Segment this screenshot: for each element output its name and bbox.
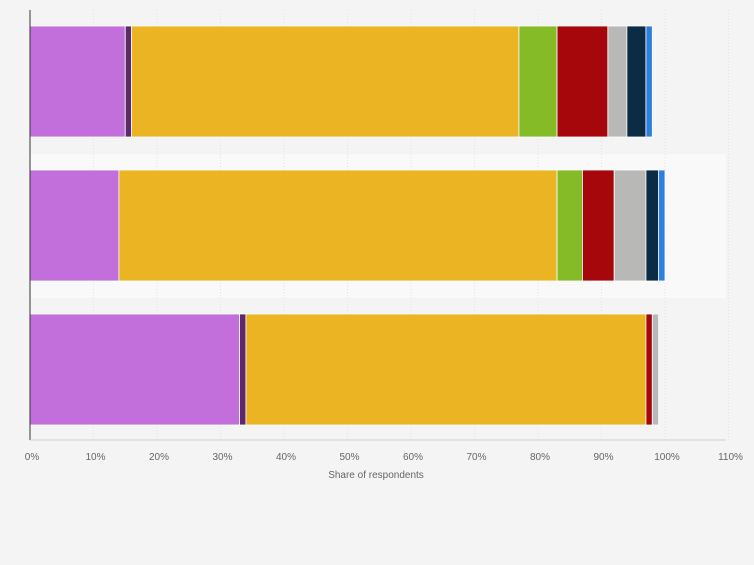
x-tick-label: 10% <box>85 452 105 463</box>
bar-segment[interactable] <box>118 169 558 282</box>
x-tick-label: 90% <box>593 452 613 463</box>
bar-segment[interactable] <box>613 169 647 282</box>
bar-segment[interactable] <box>556 169 583 282</box>
x-tick-label: 20% <box>149 452 169 463</box>
bar-segment[interactable] <box>645 313 653 426</box>
bar-segment[interactable] <box>131 25 520 138</box>
axes <box>29 10 726 441</box>
x-axis-title: Share of respondents <box>328 470 424 481</box>
x-tick-label: 100% <box>654 452 680 463</box>
bar-segment[interactable] <box>556 25 609 138</box>
bar-segment[interactable] <box>645 25 653 138</box>
x-tick-label: 60% <box>403 452 423 463</box>
bar-segment[interactable] <box>29 313 240 426</box>
x-tick-labels: 0% 10% 20% 30% 40% 50% 60% 70% 80% 90% 100% 110% <box>25 452 743 463</box>
bar-segment[interactable] <box>245 313 647 426</box>
bar-segment[interactable] <box>29 25 126 138</box>
bar-segment[interactable] <box>645 169 660 282</box>
x-tick-label: 40% <box>276 452 296 463</box>
bar-segment[interactable] <box>518 25 558 138</box>
x-tick-label: 110% <box>718 452 743 463</box>
x-tick-label: 30% <box>212 452 232 463</box>
x-tick-label: 80% <box>530 452 550 463</box>
bar-segment[interactable] <box>582 169 615 282</box>
bar-segment[interactable] <box>29 169 120 282</box>
bar-segment[interactable] <box>239 313 247 426</box>
bar-segment[interactable] <box>651 313 660 426</box>
x-tick-label: 50% <box>339 452 359 463</box>
bars <box>29 25 666 426</box>
bar-segment[interactable] <box>658 169 666 282</box>
bar-segment[interactable] <box>124 25 132 138</box>
x-tick-label: 0% <box>25 452 40 463</box>
bar-segment[interactable] <box>607 25 628 138</box>
x-tick-label: 70% <box>466 452 486 463</box>
bar-segment[interactable] <box>626 25 647 138</box>
